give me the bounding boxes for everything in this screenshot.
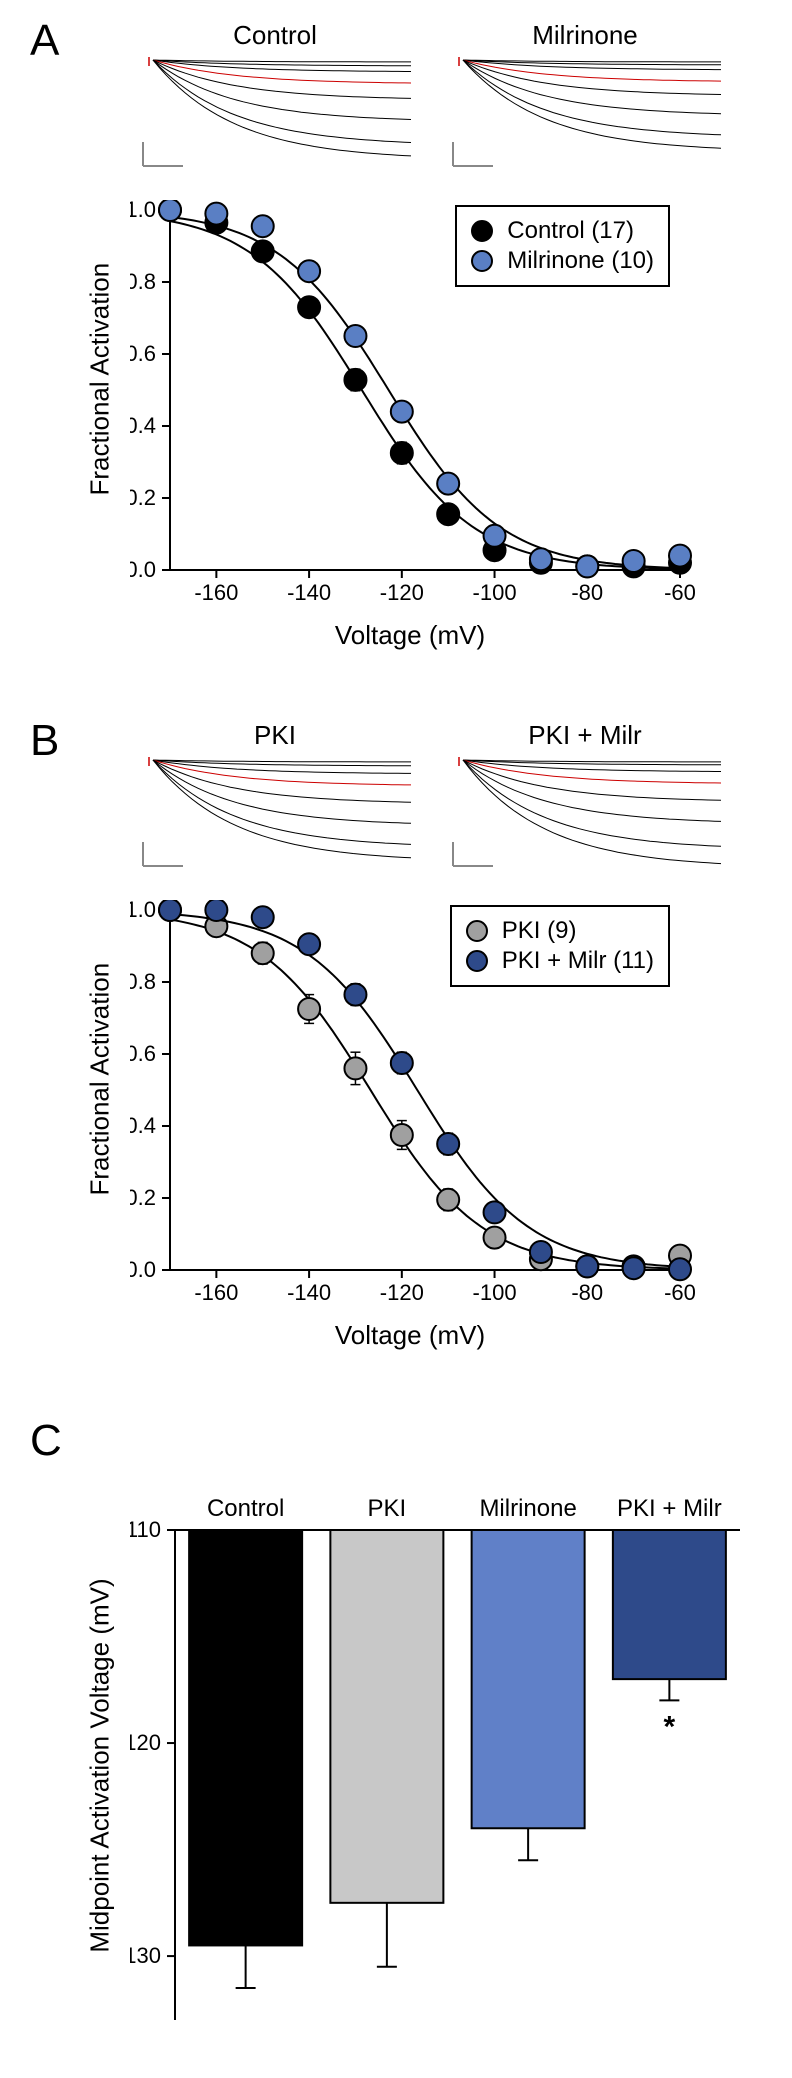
svg-text:-140: -140 [287, 580, 331, 605]
svg-text:Control: Control [207, 1495, 284, 1522]
svg-text:-120: -120 [130, 1730, 161, 1755]
svg-text:-160: -160 [194, 580, 238, 605]
svg-text:Milrinone: Milrinone [479, 1495, 576, 1522]
svg-text:-80: -80 [571, 1280, 603, 1305]
legend-a-marker-1 [471, 250, 493, 272]
panel-a: A Control Milrinone 0.0 0.2 0.4 0.6 0.8 1.0 -1… [0, 0, 792, 700]
svg-text:-80: -80 [571, 580, 603, 605]
svg-text:-60: -60 [664, 580, 696, 605]
chart-c-area: -110 -120 -130 Control PKI Milrinone PKI + Mil… [130, 1480, 750, 2040]
panel-c-label: C [30, 1416, 62, 1466]
chart-c-svg: -110 -120 -130 Control PKI Milrinone PKI + Mil… [130, 1480, 750, 2040]
svg-text:1.0: 1.0 [130, 900, 156, 922]
svg-text:0.4: 0.4 [130, 413, 156, 438]
trace-control-title: Control [135, 20, 415, 51]
svg-text:-140: -140 [287, 1280, 331, 1305]
trace-milrinone-svg [445, 54, 725, 174]
legend-b-marker-0 [466, 920, 488, 942]
svg-text:-120: -120 [380, 580, 424, 605]
svg-text:-130: -130 [130, 1943, 161, 1968]
svg-text:-110: -110 [130, 1517, 161, 1542]
trace-pki-svg [135, 754, 415, 874]
svg-text:-60: -60 [664, 1280, 696, 1305]
svg-text:-100: -100 [473, 1280, 517, 1305]
chart-a-ylabel: Fractional Activation [85, 296, 116, 496]
legend-b-row-1: PKI + Milr (11) [466, 947, 654, 975]
svg-text:0.2: 0.2 [130, 1185, 156, 1210]
legend-a-marker-0 [471, 220, 493, 242]
trace-pkimilr-svg [445, 754, 725, 874]
chart-b-legend: PKI (9) PKI + Milr (11) [450, 905, 670, 987]
svg-text:0.8: 0.8 [130, 269, 156, 294]
svg-text:-100: -100 [473, 580, 517, 605]
chart-b-area: 0.0 0.2 0.4 0.6 0.8 1.0 -160 -140 -120 -100 -80 -60… [130, 900, 730, 1330]
trace-pki-title: PKI [135, 720, 415, 751]
svg-text:1.0: 1.0 [130, 200, 156, 222]
trace-pki: PKI [135, 754, 415, 874]
svg-text:0.4: 0.4 [130, 1113, 156, 1138]
svg-text:0.0: 0.0 [130, 1257, 156, 1282]
svg-text:PKI: PKI [368, 1495, 407, 1522]
legend-b-text-1: PKI + Milr (11) [502, 947, 654, 975]
chart-a-legend: Control (17) Milrinone (10) [455, 205, 670, 287]
svg-text:PKI + Milr: PKI + Milr [617, 1495, 722, 1522]
trace-control: Control [135, 54, 415, 174]
trace-control-svg [135, 54, 415, 174]
chart-a-area: 0.0 0.2 0.4 0.6 0.8 1.0 -160 -140 -120 -100 -80 -60… [130, 200, 730, 630]
legend-b-text-0: PKI (9) [502, 917, 577, 945]
legend-a-text-0: Control (17) [507, 217, 634, 245]
panel-b-label: B [30, 716, 59, 766]
trace-pkimilr: PKI + Milr [445, 754, 725, 874]
svg-text:0.0: 0.0 [130, 557, 156, 582]
trace-milrinone-title: Milrinone [445, 20, 725, 51]
legend-a-text-1: Milrinone (10) [507, 247, 654, 275]
chart-b-ylabel: Fractional Activation [85, 996, 116, 1196]
trace-milrinone: Milrinone [445, 54, 725, 174]
svg-text:0.8: 0.8 [130, 969, 156, 994]
chart-a-xlabel: Voltage (mV) [130, 620, 690, 651]
chart-b-xlabel: Voltage (mV) [130, 1320, 690, 1351]
chart-c-ylabel: Midpoint Activation Voltage (mV) [85, 1576, 116, 1956]
svg-text:0.6: 0.6 [130, 341, 156, 366]
legend-a-row-0: Control (17) [471, 217, 654, 245]
legend-a-row-1: Milrinone (10) [471, 247, 654, 275]
panel-b: B PKI PKI + Milr 0.0 0.2 0.4 0.6 0.8 1.0 -160 -… [0, 700, 792, 1400]
svg-text:*: * [664, 1710, 676, 1743]
svg-text:-120: -120 [380, 1280, 424, 1305]
panel-c: C -110 -120 -130 Control PKI Milrinone PKI + M… [0, 1400, 792, 2078]
legend-b-row-0: PKI (9) [466, 917, 654, 945]
panel-a-label: A [30, 16, 59, 66]
svg-text:0.2: 0.2 [130, 485, 156, 510]
legend-b-marker-1 [466, 950, 488, 972]
svg-text:0.6: 0.6 [130, 1041, 156, 1066]
svg-text:-160: -160 [194, 1280, 238, 1305]
trace-pkimilr-title: PKI + Milr [445, 720, 725, 751]
